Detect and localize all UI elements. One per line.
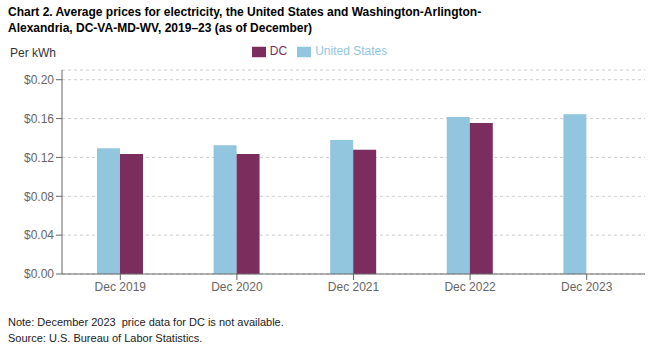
html-text:United States: United States <box>315 44 388 58</box>
svg-text:$0.08: $0.08 <box>24 190 54 204</box>
svg-text:$0.16: $0.16 <box>24 112 54 126</box>
svg-text:$0.04: $0.04 <box>24 228 54 242</box>
html-text:Source: U.S. Bureau of Labor S: Source: U.S. Bureau of Labor Statistics. <box>8 332 203 344</box>
svg-text:Dec 2022: Dec 2022 <box>444 280 496 294</box>
svg-text:Dec 2023: Dec 2023 <box>561 280 613 294</box>
html-text:Alexandria, DC-VA-MD-WV, 2019–: Alexandria, DC-VA-MD-WV, 2019–23 (as of … <box>8 21 313 35</box>
svg-text:$0.00: $0.00 <box>24 267 54 281</box>
html-text:Chart 2. Average prices for el: Chart 2. Average prices for electricity,… <box>8 5 482 19</box>
html-text:Per kWh: Per kWh <box>10 46 56 60</box>
html-text:Note: December 2023 price data: Note: December 2023 price data for DC is… <box>8 316 284 328</box>
svg-text:$0.12: $0.12 <box>24 151 54 165</box>
svg-text:Dec 2021: Dec 2021 <box>328 280 380 294</box>
html-text:DC: DC <box>269 44 288 58</box>
svg-text:$0.20: $0.20 <box>24 73 54 87</box>
svg-text:Dec 2020: Dec 2020 <box>211 280 263 294</box>
svg-text:Dec 2019: Dec 2019 <box>95 280 147 294</box>
